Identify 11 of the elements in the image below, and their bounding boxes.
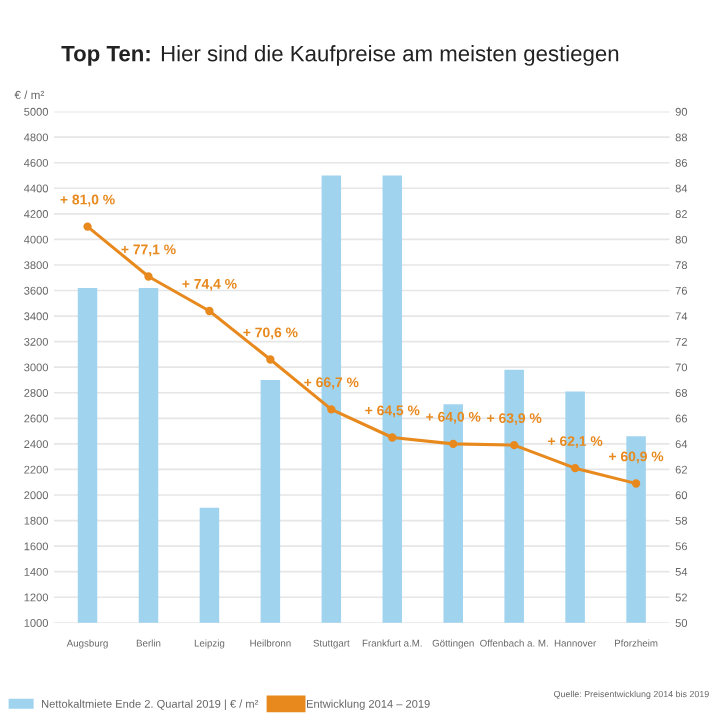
point [631, 479, 641, 488]
point [144, 272, 153, 281]
point [266, 355, 275, 364]
point [449, 439, 458, 449]
chart-title: Top Ten: Hier sind die Kaufpreise am meisten gestiegen [61, 45, 619, 66]
point [388, 433, 397, 442]
point [83, 222, 92, 231]
point [205, 306, 214, 316]
point [570, 463, 580, 473]
point [327, 405, 336, 414]
point [510, 440, 519, 450]
